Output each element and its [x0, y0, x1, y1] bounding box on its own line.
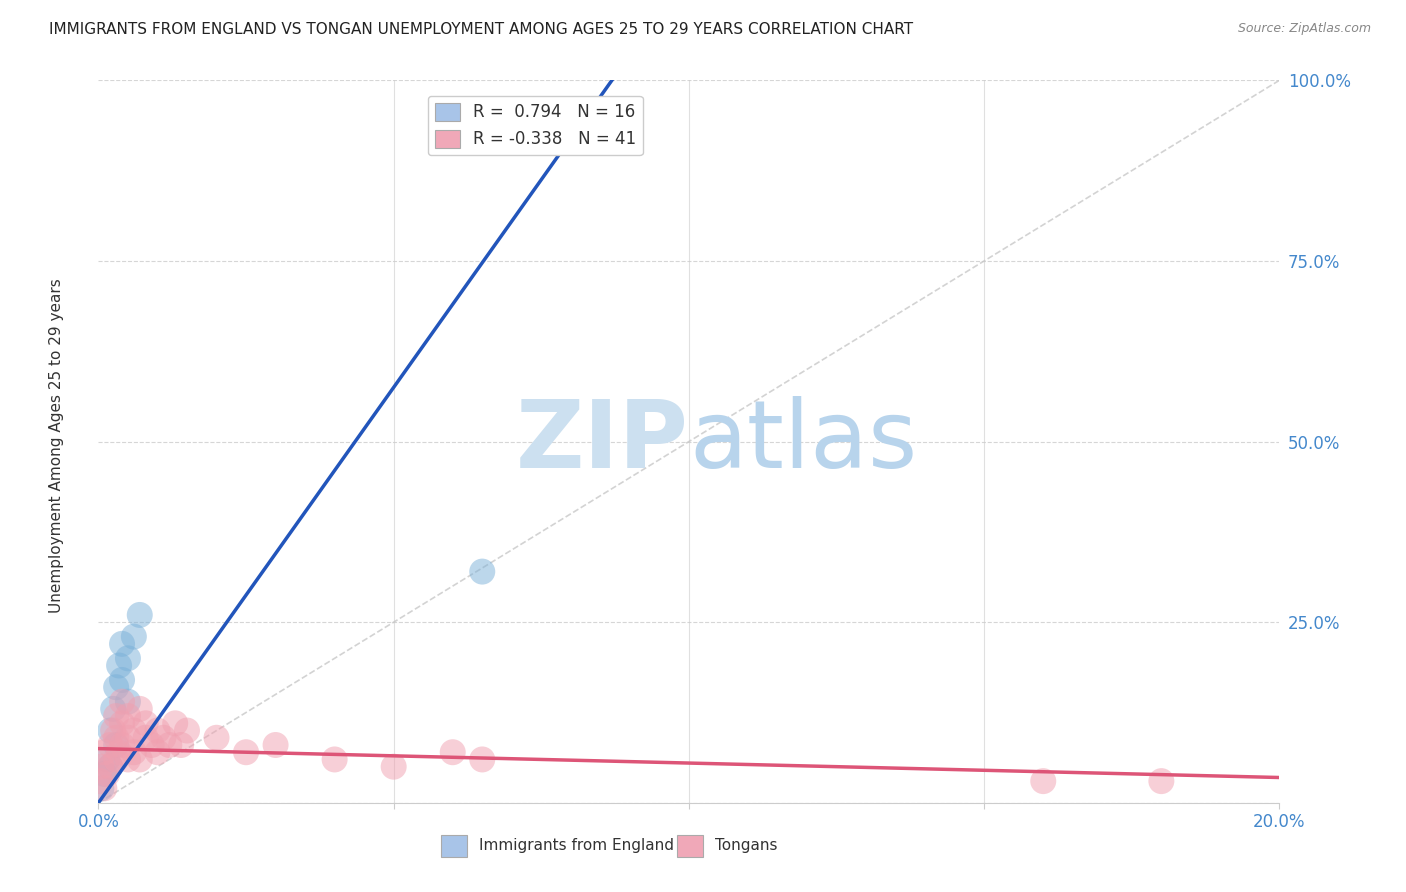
Text: Unemployment Among Ages 25 to 29 years: Unemployment Among Ages 25 to 29 years	[49, 278, 63, 614]
Point	[141, 738, 163, 752]
Point	[117, 731, 139, 745]
Point	[98, 760, 121, 774]
Point	[111, 695, 134, 709]
Point	[98, 723, 121, 738]
Point	[152, 731, 174, 745]
Text: Source: ZipAtlas.com: Source: ZipAtlas.com	[1237, 22, 1371, 36]
Point	[93, 767, 115, 781]
Point	[122, 630, 145, 644]
Point	[170, 738, 193, 752]
Point	[96, 752, 118, 766]
Point	[108, 658, 131, 673]
Point	[1150, 774, 1173, 789]
Point	[1032, 774, 1054, 789]
Point	[264, 738, 287, 752]
Point	[105, 752, 128, 766]
Point	[122, 723, 145, 738]
Point	[382, 760, 405, 774]
Point	[90, 760, 112, 774]
Point	[117, 752, 139, 766]
Text: atlas: atlas	[689, 395, 917, 488]
Point	[111, 673, 134, 687]
Point	[93, 745, 115, 759]
Point	[117, 695, 139, 709]
Point	[128, 702, 150, 716]
Bar	[441, 835, 467, 857]
Point	[323, 752, 346, 766]
Text: Tongans: Tongans	[714, 838, 778, 854]
Point	[96, 767, 118, 781]
Point	[128, 607, 150, 622]
Point	[111, 637, 134, 651]
Point	[165, 716, 187, 731]
Point	[105, 731, 128, 745]
Text: Immigrants from England: Immigrants from England	[478, 838, 673, 854]
Point	[146, 723, 169, 738]
Point	[98, 738, 121, 752]
Point	[235, 745, 257, 759]
Point	[471, 565, 494, 579]
Point	[146, 745, 169, 759]
Point	[89, 774, 111, 789]
Legend: R =  0.794   N = 16, R = -0.338   N = 41: R = 0.794 N = 16, R = -0.338 N = 41	[427, 95, 643, 155]
Point	[105, 709, 128, 723]
Point	[122, 745, 145, 759]
Point	[176, 723, 198, 738]
Point	[105, 738, 128, 752]
Point	[157, 738, 180, 752]
Point	[205, 731, 228, 745]
Point	[471, 752, 494, 766]
Point	[90, 781, 112, 796]
Text: ZIP: ZIP	[516, 395, 689, 488]
Point	[135, 716, 157, 731]
Point	[135, 731, 157, 745]
Point	[128, 752, 150, 766]
Point	[93, 781, 115, 796]
Point	[98, 760, 121, 774]
Point	[108, 745, 131, 759]
Point	[105, 680, 128, 694]
Point	[111, 738, 134, 752]
Point	[117, 651, 139, 665]
Point	[111, 716, 134, 731]
Point	[103, 723, 125, 738]
Point	[117, 709, 139, 723]
Bar	[678, 835, 703, 857]
Point	[441, 745, 464, 759]
Text: IMMIGRANTS FROM ENGLAND VS TONGAN UNEMPLOYMENT AMONG AGES 25 TO 29 YEARS CORRELA: IMMIGRANTS FROM ENGLAND VS TONGAN UNEMPL…	[49, 22, 914, 37]
Point	[103, 702, 125, 716]
